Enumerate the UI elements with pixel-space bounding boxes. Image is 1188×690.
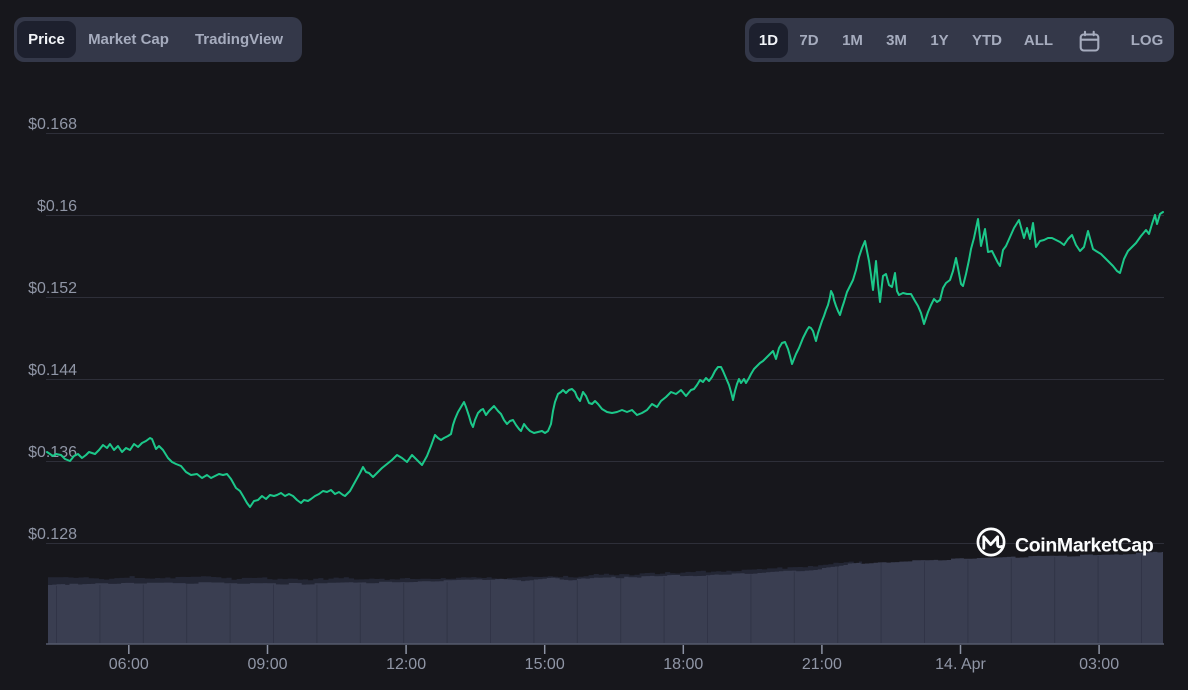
svg-text:$0.144: $0.144 [28,362,77,379]
svg-text:CoinMarketCap: CoinMarketCap [1015,535,1154,557]
svg-text:14. Apr: 14. Apr [935,656,986,673]
svg-text:06:00: 06:00 [109,656,149,673]
svg-text:09:00: 09:00 [247,656,287,673]
svg-text:21:00: 21:00 [802,656,842,673]
svg-text:$0.136: $0.136 [28,444,77,461]
svg-text:$0.128: $0.128 [28,526,77,543]
svg-text:03:00: 03:00 [1079,656,1119,673]
svg-text:12:00: 12:00 [386,656,426,673]
svg-text:$0.168: $0.168 [28,116,77,133]
svg-text:$0.152: $0.152 [28,280,77,297]
svg-text:$0.16: $0.16 [37,198,77,215]
svg-text:15:00: 15:00 [525,656,565,673]
svg-text:18:00: 18:00 [663,656,703,673]
